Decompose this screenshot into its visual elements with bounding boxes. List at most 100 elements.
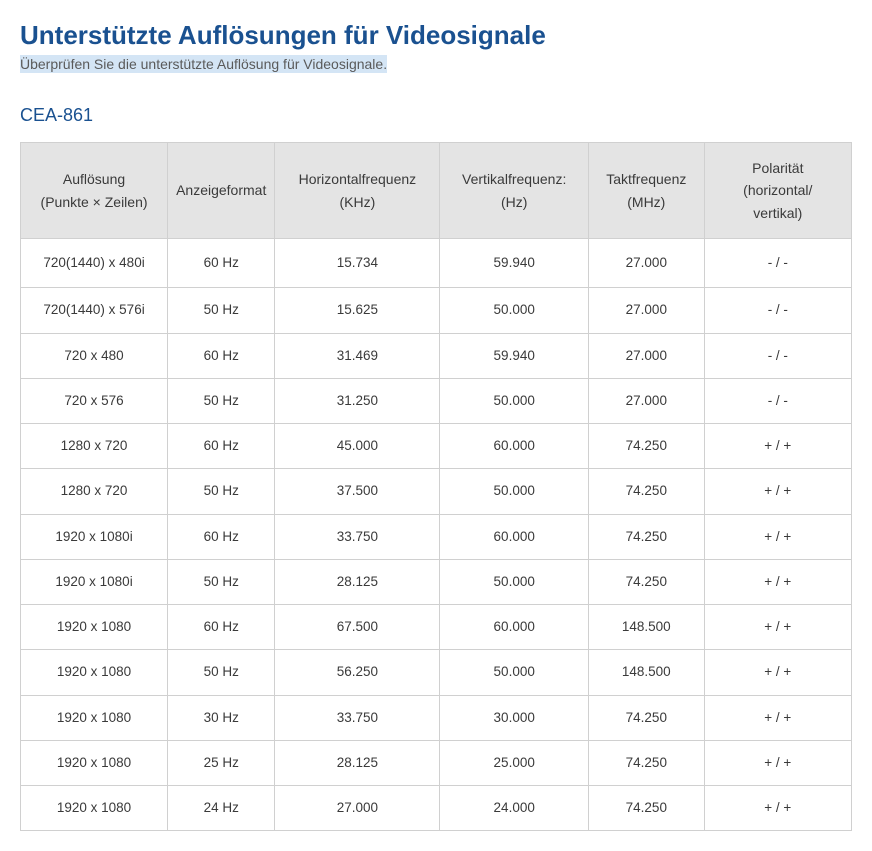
table-cell: 15.734 <box>275 239 440 288</box>
table-cell: 1920 x 1080 <box>21 605 168 650</box>
table-cell: 74.250 <box>588 786 704 831</box>
table-cell: 30 Hz <box>168 695 275 740</box>
table-row: 1280 x 72050 Hz37.50050.00074.250+ / + <box>21 469 852 514</box>
column-header-vfreq: Vertikalfrequenz:(Hz) <box>440 143 589 239</box>
table-row: 1920 x 1080i60 Hz33.75060.00074.250+ / + <box>21 514 852 559</box>
table-row: 1920 x 108030 Hz33.75030.00074.250+ / + <box>21 695 852 740</box>
table-body: 720(1440) x 480i60 Hz15.73459.94027.000-… <box>21 239 852 831</box>
table-cell: 28.125 <box>275 740 440 785</box>
table-cell: 56.250 <box>275 650 440 695</box>
table-cell: 720 x 480 <box>21 333 168 378</box>
column-header-resolution: Auflösung(Punkte × Zeilen) <box>21 143 168 239</box>
table-cell: + / + <box>704 514 851 559</box>
column-header-format: Anzeigeformat <box>168 143 275 239</box>
table-cell: 60 Hz <box>168 605 275 650</box>
table-cell: + / + <box>704 695 851 740</box>
table-cell: - / - <box>704 378 851 423</box>
table-cell: 59.940 <box>440 333 589 378</box>
column-header-clock: Taktfrequenz(MHz) <box>588 143 704 239</box>
table-cell: 148.500 <box>588 650 704 695</box>
table-row: 720 x 48060 Hz31.46959.94027.000- / - <box>21 333 852 378</box>
table-cell: 50.000 <box>440 650 589 695</box>
table-cell: 60 Hz <box>168 239 275 288</box>
table-cell: 67.500 <box>275 605 440 650</box>
table-row: 1920 x 108024 Hz27.00024.00074.250+ / + <box>21 786 852 831</box>
table-row: 1920 x 1080i50 Hz28.12550.00074.250+ / + <box>21 559 852 604</box>
table-cell: 60.000 <box>440 424 589 469</box>
table-cell: 24.000 <box>440 786 589 831</box>
table-cell: 720(1440) x 576i <box>21 288 168 333</box>
table-cell: 1920 x 1080 <box>21 740 168 785</box>
column-header-hfreq: Horizontalfrequenz(KHz) <box>275 143 440 239</box>
table-cell: 27.000 <box>275 786 440 831</box>
table-cell: + / + <box>704 650 851 695</box>
table-cell: 27.000 <box>588 378 704 423</box>
table-cell: 31.469 <box>275 333 440 378</box>
table-row: 1920 x 108050 Hz56.25050.000148.500+ / + <box>21 650 852 695</box>
table-cell: 45.000 <box>275 424 440 469</box>
table-cell: - / - <box>704 239 851 288</box>
table-cell: 24 Hz <box>168 786 275 831</box>
resolution-table: Auflösung(Punkte × Zeilen) Anzeigeformat… <box>20 142 852 831</box>
table-cell: 50 Hz <box>168 288 275 333</box>
table-cell: 60 Hz <box>168 424 275 469</box>
table-cell: + / + <box>704 786 851 831</box>
table-cell: 60.000 <box>440 605 589 650</box>
table-cell: 74.250 <box>588 695 704 740</box>
table-cell: 50 Hz <box>168 559 275 604</box>
table-row: 720(1440) x 576i50 Hz15.62550.00027.000-… <box>21 288 852 333</box>
table-cell: 148.500 <box>588 605 704 650</box>
table-cell: 60 Hz <box>168 514 275 559</box>
table-cell: 1920 x 1080i <box>21 559 168 604</box>
table-cell: 1280 x 720 <box>21 424 168 469</box>
table-cell: 720 x 576 <box>21 378 168 423</box>
table-cell: 15.625 <box>275 288 440 333</box>
table-cell: + / + <box>704 424 851 469</box>
table-cell: 50.000 <box>440 559 589 604</box>
table-row: 720 x 57650 Hz31.25050.00027.000- / - <box>21 378 852 423</box>
table-cell: 27.000 <box>588 239 704 288</box>
table-cell: 27.000 <box>588 288 704 333</box>
table-cell: 37.500 <box>275 469 440 514</box>
table-cell: 60.000 <box>440 514 589 559</box>
table-row: 720(1440) x 480i60 Hz15.73459.94027.000-… <box>21 239 852 288</box>
table-cell: 25 Hz <box>168 740 275 785</box>
table-row: 1920 x 108060 Hz67.50060.000148.500+ / + <box>21 605 852 650</box>
table-cell: - / - <box>704 288 851 333</box>
table-cell: 74.250 <box>588 469 704 514</box>
table-cell: 33.750 <box>275 695 440 740</box>
table-cell: 1280 x 720 <box>21 469 168 514</box>
table-cell: 50.000 <box>440 288 589 333</box>
table-cell: 1920 x 1080 <box>21 650 168 695</box>
section-title: CEA-861 <box>20 105 852 126</box>
page-title: Unterstützte Auflösungen für Videosignal… <box>20 20 852 51</box>
table-cell: 50.000 <box>440 378 589 423</box>
table-cell: 50 Hz <box>168 469 275 514</box>
table-cell: 31.250 <box>275 378 440 423</box>
table-cell: + / + <box>704 559 851 604</box>
table-cell: + / + <box>704 605 851 650</box>
table-cell: 50.000 <box>440 469 589 514</box>
table-cell: 50 Hz <box>168 650 275 695</box>
table-cell: 74.250 <box>588 514 704 559</box>
table-cell: 1920 x 1080 <box>21 786 168 831</box>
table-cell: 74.250 <box>588 559 704 604</box>
table-cell: 60 Hz <box>168 333 275 378</box>
table-cell: 1920 x 1080 <box>21 695 168 740</box>
table-cell: 33.750 <box>275 514 440 559</box>
table-cell: 27.000 <box>588 333 704 378</box>
table-cell: 30.000 <box>440 695 589 740</box>
table-cell: 74.250 <box>588 424 704 469</box>
table-cell: + / + <box>704 740 851 785</box>
table-row: 1280 x 72060 Hz45.00060.00074.250+ / + <box>21 424 852 469</box>
table-cell: 1920 x 1080i <box>21 514 168 559</box>
table-cell: 28.125 <box>275 559 440 604</box>
table-row: 1920 x 108025 Hz28.12525.00074.250+ / + <box>21 740 852 785</box>
table-cell: 50 Hz <box>168 378 275 423</box>
table-cell: + / + <box>704 469 851 514</box>
table-cell: 720(1440) x 480i <box>21 239 168 288</box>
page-subtitle: Überprüfen Sie die unterstützte Auflösun… <box>20 55 387 73</box>
table-header-row: Auflösung(Punkte × Zeilen) Anzeigeformat… <box>21 143 852 239</box>
column-header-polarity: Polarität(horizontal/vertikal) <box>704 143 851 239</box>
table-cell: 74.250 <box>588 740 704 785</box>
